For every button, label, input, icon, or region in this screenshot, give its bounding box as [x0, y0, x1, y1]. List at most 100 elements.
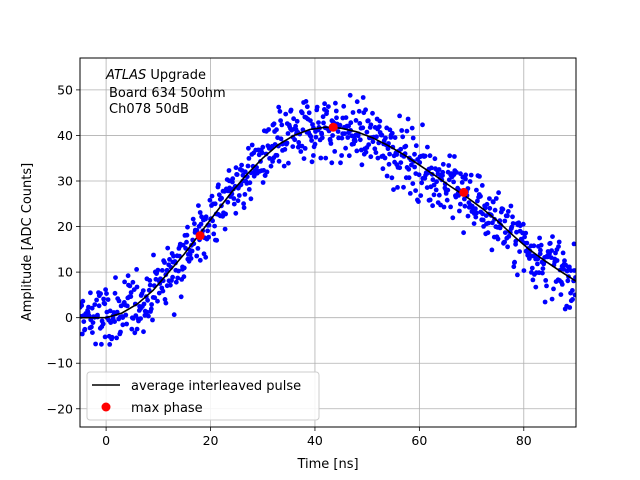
scatter-point — [441, 204, 447, 210]
scatter-point — [365, 118, 371, 124]
scatter-point — [399, 128, 405, 133]
scatter-point — [281, 163, 287, 169]
scatter-point — [359, 162, 365, 168]
scatter-point — [155, 267, 161, 273]
annotation-line-1: ATLAS Upgrade — [105, 68, 206, 83]
scatter-point — [274, 153, 280, 158]
scatter-point — [328, 141, 334, 146]
scatter-point — [163, 300, 169, 306]
scatter-point — [474, 187, 479, 193]
scatter-point — [568, 268, 574, 273]
scatter-point — [458, 171, 463, 177]
scatter-point — [112, 290, 118, 296]
scatter-point — [521, 268, 527, 273]
scatter-point — [486, 220, 491, 226]
scatter-point — [205, 228, 211, 234]
scatter-point — [505, 209, 511, 214]
scatter-point — [463, 172, 469, 178]
scatter-point — [523, 230, 529, 236]
scatter-point — [573, 275, 576, 280]
scatter-point — [444, 197, 450, 203]
scatter-point — [306, 110, 312, 116]
scatter-point — [450, 215, 456, 221]
scatter-point — [118, 329, 123, 335]
scatter-point — [324, 108, 330, 114]
scatter-point — [203, 254, 209, 260]
annotation-block: ATLAS Upgrade Board 634 50ohm Ch078 50dB — [105, 68, 226, 117]
scatter-point — [302, 146, 308, 151]
scatter-point — [459, 180, 465, 185]
scatter-point — [350, 110, 356, 115]
scatter-point — [123, 312, 129, 318]
scatter-point — [562, 258, 567, 264]
scatter-point — [446, 163, 452, 168]
scatter-point — [88, 290, 93, 296]
scatter-point — [436, 192, 442, 198]
scatter-point — [424, 185, 430, 191]
scatter-point — [184, 232, 190, 238]
scatter-point — [416, 172, 422, 178]
legend: average interleaved pulse max phase — [86, 371, 320, 421]
scatter-point — [457, 208, 462, 214]
scatter-point — [413, 188, 418, 194]
scatter-point — [141, 301, 147, 307]
scatter-point — [554, 258, 560, 263]
scatter-point — [495, 236, 501, 242]
scatter-point — [145, 297, 151, 303]
scatter-point — [379, 132, 385, 138]
scatter-point — [248, 196, 254, 202]
scatter-point — [222, 226, 228, 232]
scatter-point — [489, 247, 495, 253]
x-tick-label: 40 — [307, 433, 323, 448]
scatter-point — [448, 204, 453, 210]
scatter-point — [167, 257, 172, 262]
scatter-point — [314, 104, 320, 110]
scatter-point — [405, 116, 411, 122]
scatter-point — [564, 268, 570, 274]
scatter-point — [364, 129, 370, 135]
scatter-point — [301, 156, 307, 162]
scatter-point — [105, 297, 111, 302]
scatter-point — [558, 292, 564, 297]
legend-marker-swatch — [101, 402, 111, 412]
scatter-point — [422, 153, 428, 159]
scatter-point — [432, 156, 438, 162]
scatter-point — [162, 260, 167, 265]
scatter-point — [427, 197, 433, 203]
scatter-point — [128, 290, 134, 295]
scatter-point — [308, 134, 314, 139]
scatter-point — [146, 287, 152, 293]
scatter-point — [465, 213, 471, 219]
scatter-point — [522, 234, 527, 240]
scatter-point — [299, 110, 305, 116]
scatter-point — [360, 125, 366, 131]
scatter-point — [567, 305, 573, 310]
scatter-point — [134, 326, 140, 332]
scatter-point — [311, 153, 316, 158]
scatter-point — [274, 127, 279, 133]
scatter-point — [363, 149, 369, 155]
scatter-point — [233, 165, 239, 171]
scatter-point — [149, 302, 155, 307]
scatter-point — [100, 321, 106, 327]
scatter-point — [323, 155, 329, 161]
scatter-point — [559, 282, 565, 287]
scatter-point — [343, 115, 349, 120]
scatter-point — [241, 201, 247, 207]
scatter-point — [401, 184, 406, 190]
scatter-point — [490, 199, 496, 205]
scatter-point — [382, 155, 388, 161]
scatter-point — [278, 136, 284, 142]
scatter-point — [392, 135, 398, 141]
scatter-point — [156, 290, 162, 296]
scatter-point — [375, 155, 381, 161]
plot-frame — [79, 57, 577, 428]
scatter-point — [282, 147, 288, 152]
scatter-point — [309, 138, 314, 143]
scatter-point — [366, 142, 372, 148]
scatter-point — [530, 277, 536, 283]
scatter-point — [308, 118, 313, 123]
scatter-point — [556, 244, 561, 250]
scatter-point — [235, 198, 241, 204]
scatter-point — [493, 196, 499, 201]
